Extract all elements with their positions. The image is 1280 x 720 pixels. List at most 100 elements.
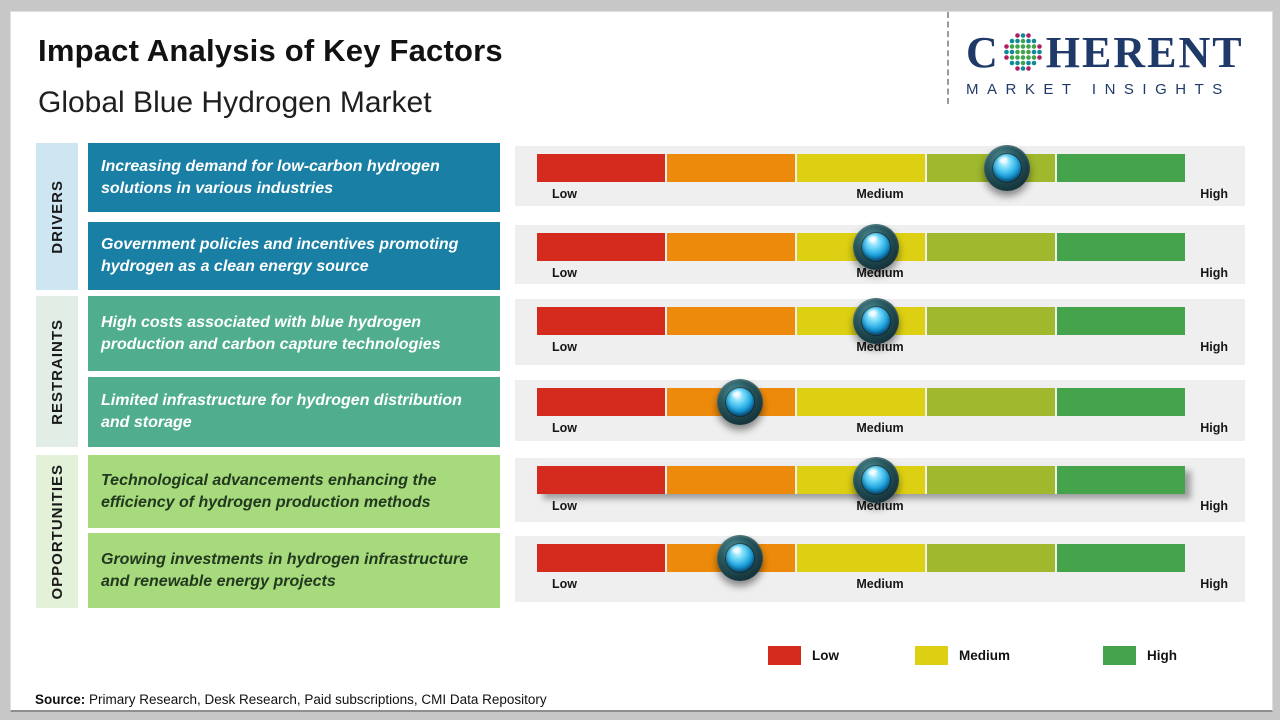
brand-tagline: MARKET INSIGHTS [966, 81, 1231, 98]
impact-scale-bar [537, 224, 1185, 270]
impact-scale-panel: Low Medium High [515, 535, 1245, 602]
scale-tick-low: Low [552, 421, 577, 435]
scale-tick-low: Low [552, 266, 577, 280]
drivers-label: DRIVERS [48, 179, 66, 254]
scale-segment-high [1057, 466, 1185, 494]
scale-segment-high [1057, 154, 1185, 182]
scale-tick-high: High [1200, 577, 1228, 591]
globe-icon [1003, 33, 1042, 71]
legend-label-low: Low [812, 648, 839, 663]
impact-scale-bar [537, 298, 1185, 344]
impact-scale-panel: Low Medium High [515, 145, 1245, 206]
legend-swatch-medium [915, 646, 948, 665]
factor-text-box: Government policies and incentives promo… [88, 222, 500, 290]
scale-tick-low: Low [552, 499, 577, 513]
scale-segment-medium [797, 388, 925, 416]
scale-segment-medium-high [927, 233, 1055, 261]
legend-swatch-high [1103, 646, 1136, 665]
scale-segment-low [537, 544, 665, 572]
legend-swatch-low [768, 646, 801, 665]
logo-divider [947, 12, 949, 104]
page-title: Impact Analysis of Key Factors [38, 33, 503, 68]
factor-text-box: Technological advancements enhancing the… [88, 455, 500, 528]
scale-tick-medium: Medium [856, 266, 904, 280]
scale-segment-high [1057, 388, 1185, 416]
source-text: Primary Research, Desk Research, Paid su… [85, 692, 547, 707]
impact-scale-panel: Low Medium High [515, 224, 1245, 284]
scale-tick-medium: Medium [856, 499, 904, 513]
scale-segment-low-medium [667, 466, 795, 494]
scale-tick-high: High [1200, 340, 1228, 354]
source-label: Source: [35, 692, 86, 707]
impact-scale-bar [537, 379, 1185, 425]
factor-text-box: Increasing demand for low-carbon hydroge… [88, 143, 500, 212]
scale-segment-medium-high [927, 466, 1055, 494]
scale-tick-low: Low [552, 340, 577, 354]
factor-text: High costs associated with blue hydrogen… [101, 313, 441, 353]
legend-item-high: High [1103, 646, 1177, 665]
category-label-drivers: DRIVERS [36, 143, 78, 290]
scale-segment-medium-high [927, 544, 1055, 572]
scale-segment-high [1057, 233, 1185, 261]
legend-item-low: Low [768, 646, 839, 665]
legend-label-high: High [1147, 648, 1177, 663]
scale-tick-high: High [1200, 187, 1228, 201]
scale-segment-low [537, 154, 665, 182]
impact-scale-bar [537, 535, 1185, 581]
opportunities-label: OPPORTUNITIES [48, 463, 66, 600]
scale-tick-low: Low [552, 577, 577, 591]
brand-letter-c: C [966, 28, 1000, 77]
impact-marker-knob[interactable] [716, 379, 763, 425]
factor-text: Government policies and incentives promo… [101, 236, 459, 275]
scale-tick-high: High [1200, 421, 1228, 435]
impact-scale-panel: Low Medium High [515, 298, 1245, 365]
brand-letters-herent: HERENT [1045, 28, 1244, 77]
scale-segment-low [537, 307, 665, 335]
factor-text: Technological advancements enhancing the… [101, 471, 437, 511]
category-label-opportunities: OPPORTUNITIES [36, 455, 78, 608]
impact-marker-knob[interactable] [852, 457, 899, 503]
impact-marker-knob[interactable] [852, 224, 899, 270]
factor-text-box: Growing investments in hydrogen infrastr… [88, 533, 500, 608]
scale-tick-medium: Medium [856, 340, 904, 354]
factor-text: Limited infrastructure for hydrogen dist… [101, 392, 462, 431]
scale-segment-low [537, 388, 665, 416]
scale-segment-medium-high [927, 307, 1055, 335]
scale-segment-medium [797, 154, 925, 182]
impact-scale-panel: Low Medium High [515, 379, 1245, 441]
legend-item-medium: Medium [915, 646, 1010, 665]
scale-tick-medium: Medium [856, 577, 904, 591]
scale-tick-low: Low [552, 187, 577, 201]
scale-segment-low [537, 466, 665, 494]
scale-segment-medium [797, 544, 925, 572]
scale-segment-high [1057, 307, 1185, 335]
factor-text-box: Limited infrastructure for hydrogen dist… [88, 377, 500, 447]
factor-text-box: High costs associated with blue hydrogen… [88, 296, 500, 371]
scale-segment-low-medium [667, 154, 795, 182]
brand-wordmark: C HERENT [966, 30, 1262, 76]
source-line: Source: Primary Research, Desk Research,… [35, 692, 547, 707]
impact-marker-knob[interactable] [852, 298, 899, 344]
factor-text: Growing investments in hydrogen infrastr… [101, 550, 469, 590]
scale-tick-medium: Medium [856, 421, 904, 435]
scale-segment-high [1057, 544, 1185, 572]
scale-segment-low-medium [667, 307, 795, 335]
scale-tick-high: High [1200, 499, 1228, 513]
scale-segment-low-medium [667, 233, 795, 261]
impact-marker-knob[interactable] [716, 535, 763, 581]
impact-marker-knob[interactable] [983, 145, 1030, 191]
page-subtitle: Global Blue Hydrogen Market [38, 86, 432, 119]
scale-segment-low [537, 233, 665, 261]
scale-tick-medium: Medium [856, 187, 904, 201]
impact-scale-panel: Low Medium High [515, 457, 1245, 522]
legend-label-medium: Medium [959, 648, 1011, 663]
scale-segment-medium-high [927, 388, 1055, 416]
brand-logo: C HERENT MARKET INSIGHTS [966, 30, 1262, 99]
factor-text: Increasing demand for low-carbon hydroge… [101, 157, 440, 197]
impact-scale-bar [537, 457, 1185, 503]
scale-tick-high: High [1200, 266, 1228, 280]
restraints-label: RESTRAINTS [48, 318, 66, 425]
category-label-restraints: RESTRAINTS [36, 296, 78, 447]
impact-scale-bar [537, 145, 1185, 191]
